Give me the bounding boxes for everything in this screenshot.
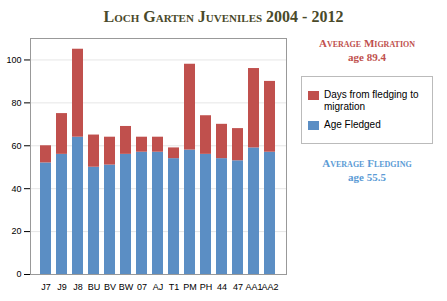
svg-text:J8: J8 bbox=[73, 282, 83, 292]
html-text:Average Fledging: Average Fledging bbox=[322, 157, 412, 169]
svg-text:07: 07 bbox=[137, 282, 147, 292]
svg-text:T1: T1 bbox=[169, 282, 180, 292]
svg-text:PM: PM bbox=[183, 282, 197, 292]
svg-text:PH: PH bbox=[200, 282, 213, 292]
svg-text:J7: J7 bbox=[41, 282, 51, 292]
html-text:age 55.5: age 55.5 bbox=[348, 171, 386, 183]
svg-text:60: 60 bbox=[11, 141, 21, 151]
svg-text:AJ: AJ bbox=[153, 282, 164, 292]
svg-text:20: 20 bbox=[11, 226, 21, 236]
html-text:Loch Garten Juveniles 2004 - 2: Loch Garten Juveniles 2004 - 2012 bbox=[103, 8, 344, 25]
svg-text:44: 44 bbox=[217, 282, 227, 292]
html-text:Age Fledged: Age Fledged bbox=[324, 119, 381, 130]
svg-text:J9: J9 bbox=[57, 282, 67, 292]
svg-text:47: 47 bbox=[233, 282, 243, 292]
svg-text:100: 100 bbox=[6, 55, 21, 65]
svg-text:AA1: AA1 bbox=[245, 282, 262, 292]
svg-text:BV: BV bbox=[104, 282, 116, 292]
svg-text:AA2: AA2 bbox=[261, 282, 278, 292]
html-text:Average Migration: Average Migration bbox=[319, 37, 415, 49]
html-text:Days from fledging to migratio: Days from fledging to migration bbox=[324, 89, 419, 112]
svg-text:BW: BW bbox=[119, 282, 134, 292]
html-text:age 89.4: age 89.4 bbox=[348, 51, 386, 63]
svg-text:0: 0 bbox=[16, 269, 21, 279]
svg-text:BU: BU bbox=[88, 282, 101, 292]
svg-text:40: 40 bbox=[11, 184, 21, 194]
svg-text:80: 80 bbox=[11, 98, 21, 108]
